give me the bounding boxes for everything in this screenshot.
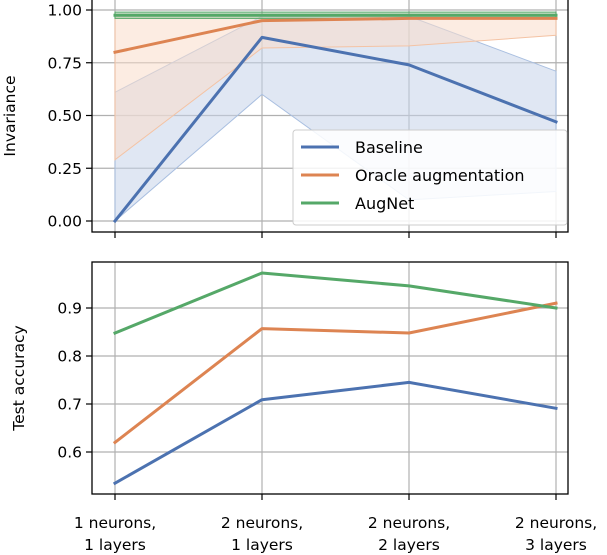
x-axis-tick-labels: 1 neurons, 1 layers 2 neurons, 1 layers 2 ne…	[74, 514, 597, 554]
y-tick-label: 0.50	[47, 107, 82, 125]
accuracy-grid	[92, 262, 568, 494]
invariance-plot: 0.00 0.25 0.50 0.75 1.00 Invariance Baseline…	[1, 0, 569, 238]
y-tick-label: 0.00	[47, 213, 82, 231]
y-tick-label: 0.8	[57, 348, 82, 366]
series-line-oracle	[113, 16, 558, 54]
accuracy-plot: 0.6 0.7 0.8 0.9 Test accuracy 1 neurons, 1 l…	[10, 261, 597, 554]
accuracy-lines	[112, 271, 558, 486]
y-tick-label: 0.7	[57, 396, 82, 414]
accuracy-ticks: 0.6 0.7 0.8 0.9	[57, 300, 557, 500]
y-tick-label: 0.6	[57, 444, 82, 462]
legend: Baseline Oracle augmentation AugNet	[292, 129, 568, 226]
series-line-augnet	[113, 271, 558, 335]
x-tick-label: 2 neurons, 2 layers	[368, 514, 450, 554]
series-line-baseline	[112, 35, 558, 224]
x-tick-label: 2 neurons, 1 layers	[221, 514, 303, 554]
y-tick-label: 0.25	[47, 160, 82, 178]
series-line-baseline	[112, 380, 558, 486]
invariance-y-axis-label: Invariance	[1, 75, 19, 156]
legend-label-augnet: AugNet	[355, 194, 414, 213]
y-tick-label: 1.00	[47, 2, 82, 20]
legend-box	[292, 129, 568, 226]
legend-label-baseline: Baseline	[355, 138, 423, 157]
invariance-axes-frame	[91, 0, 569, 233]
legend-label-oracle: Oracle augmentation	[355, 166, 525, 185]
invariance-ticks: 0.00 0.25 0.50 0.75 1.00	[47, 2, 557, 238]
y-tick-label: 0.75	[47, 54, 82, 72]
accuracy-y-axis-label: Test accuracy	[10, 325, 28, 431]
invariance-lines	[112, 13, 558, 224]
x-tick-label: 1 neurons, 1 layers	[74, 514, 156, 554]
x-tick-label: 2 neurons, 3 layers	[515, 514, 597, 554]
y-tick-label: 0.9	[57, 300, 82, 318]
series-line-oracle	[112, 301, 558, 445]
accuracy-axes-frame	[91, 261, 569, 495]
